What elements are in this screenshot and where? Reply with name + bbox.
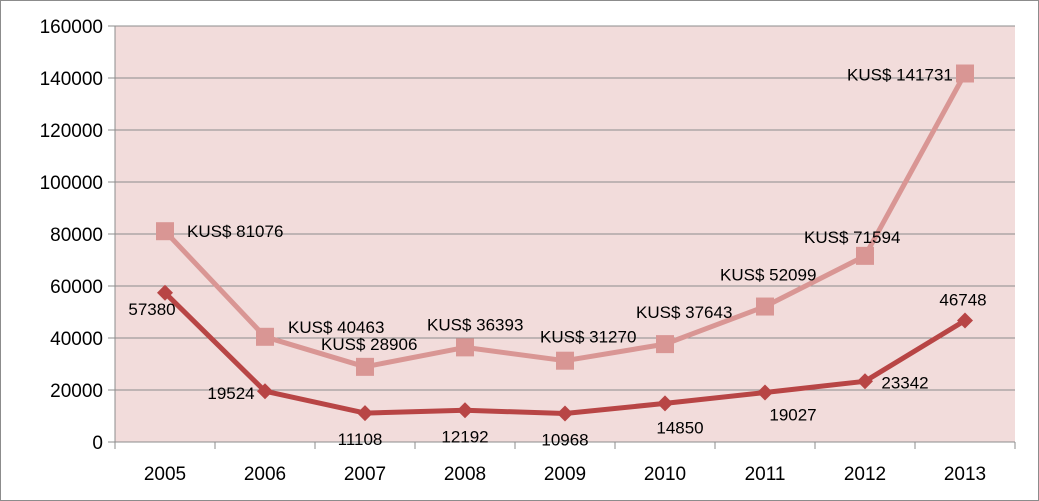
x-tick-label-2012: 2012: [844, 464, 886, 485]
series-2-marker-2006: [257, 383, 273, 400]
y-tick-label-140000: 140000: [40, 69, 103, 90]
series-1-marker-2011: [756, 297, 774, 316]
series-1-label-2011: KUS$ 52099: [720, 266, 816, 285]
y-tick-label-80000: 80000: [50, 225, 103, 246]
series-2-marker-2010: [657, 395, 673, 412]
x-tick-label-2010: 2010: [644, 464, 686, 485]
y-tick-label-160000: 160000: [40, 17, 103, 38]
y-tick-label-0: 0: [92, 433, 103, 454]
series-2-label-2013: 46748: [939, 290, 986, 309]
y-tick-label-120000: 120000: [40, 121, 103, 142]
series-2-label-2011: 19027: [769, 406, 816, 425]
series-2-marker-2009: [557, 405, 573, 422]
x-tick-label-2005: 2005: [144, 464, 186, 485]
x-tick-label-2009: 2009: [544, 464, 586, 485]
x-tick-label-2013: 2013: [944, 464, 986, 485]
series-2-label-2012: 23342: [881, 373, 928, 392]
y-tick-label-20000: 20000: [50, 381, 103, 402]
series-1-label-2007: KUS$ 28906: [321, 335, 417, 354]
y-tick-label-40000: 40000: [50, 329, 103, 350]
axes: 0 20000 40000 60000 80000 100000 120000 140000 1…: [40, 17, 1016, 485]
series-2-label-2008: 12192: [441, 427, 488, 446]
series-2-label-2006: 19524: [207, 384, 254, 403]
series-2-label-2010: 14850: [656, 418, 703, 437]
series-1-marker-2008: [456, 338, 474, 357]
series-2-marker-2008: [457, 402, 473, 419]
series-1-marker-2010: [656, 335, 674, 354]
series-1-marker-2005: [156, 222, 174, 241]
y-tick-label-100000: 100000: [40, 173, 103, 194]
x-tick-label-2007: 2007: [344, 464, 386, 485]
series-2-marker-2005: [157, 284, 173, 301]
series-2-label-2009: 10968: [541, 430, 588, 449]
series-1-label-2008: KUS$ 36393: [427, 315, 523, 334]
series-layer: [156, 64, 974, 422]
series-1-marker-2007: [356, 357, 374, 376]
series-1-label-2005: KUS$ 81076: [187, 222, 283, 241]
x-tick-label-2011: 2011: [745, 464, 786, 485]
series-1-label-2013: KUS$ 141731: [847, 65, 953, 84]
series-1-label-2010: KUS$ 37643: [636, 303, 732, 322]
series-1-label-2009: KUS$ 31270: [540, 328, 636, 347]
series-1-marker-2012: [856, 246, 874, 265]
series-1-marker-2013: [956, 64, 974, 83]
series-1-marker-2009: [556, 351, 574, 370]
x-tick-label-2006: 2006: [244, 464, 286, 485]
series-2-label-2007: 11108: [338, 430, 383, 449]
series-2-marker-2007: [357, 405, 373, 422]
series-2-marker-2012: [857, 373, 873, 390]
series-1-marker-2006: [256, 327, 274, 346]
series-1-label-2012: KUS$ 71594: [804, 228, 900, 247]
series-2-label-2005: 57380: [128, 300, 175, 319]
series-1-label-2006: KUS$ 40463: [288, 318, 384, 337]
series-2-marker-2011: [757, 384, 773, 401]
series-2-marker-2013: [957, 312, 973, 329]
y-tick-label-60000: 60000: [50, 277, 103, 298]
x-tick-label-2008: 2008: [444, 464, 486, 485]
